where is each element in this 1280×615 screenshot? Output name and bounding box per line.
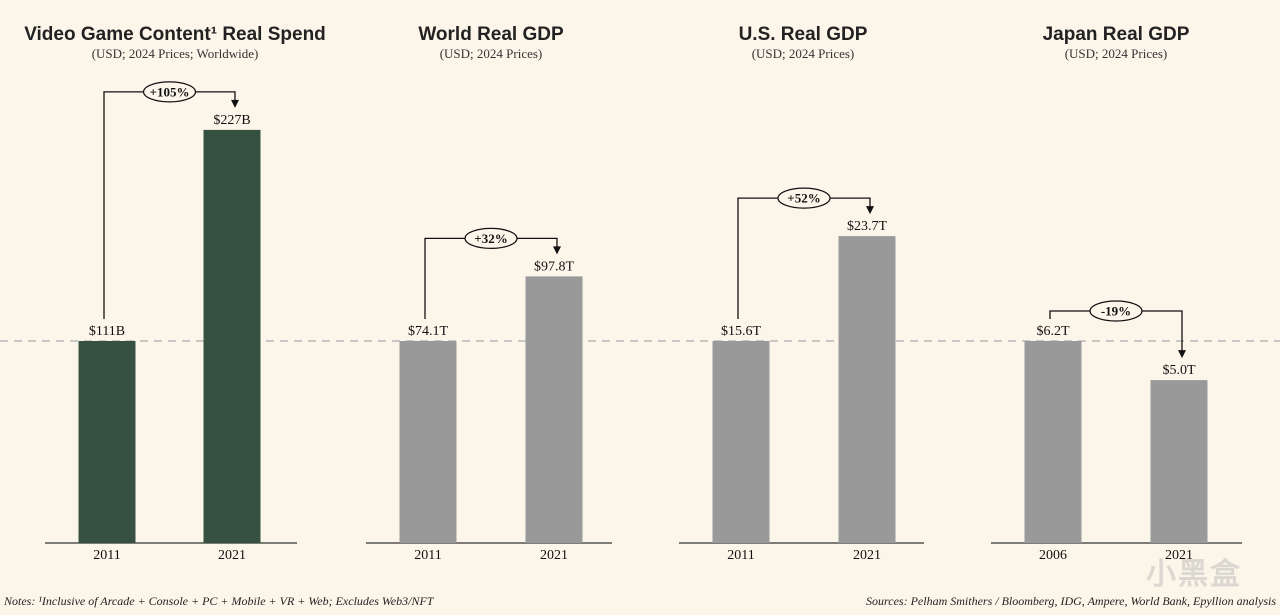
panel-1-change-label: +105% [150,84,190,99]
panel-4-subtitle: (USD; 2024 Prices) [1065,46,1168,61]
panel-3-change-arrowhead [866,206,874,215]
panel-2-change-label: +32% [474,231,507,246]
sources-note: Sources: Pelham Smithers / Bloomberg, ID… [866,594,1276,608]
panel-4-value-label-2021: $5.0T [1162,363,1196,378]
panel-2-subtitle: (USD; 2024 Prices) [440,46,543,61]
panel-1-value-label-2011: $111B [89,324,125,339]
footnote: Notes: ¹Inclusive of Arcade + Console + … [4,594,434,608]
panel-3-title: U.S. Real GDP [739,24,868,45]
panel-2-tick-2011: 2011 [414,548,441,563]
panel-3-tick-2011: 2011 [727,548,754,563]
panel-2-bar-2021 [525,276,583,543]
panel-3-change-badge [777,187,831,209]
panel-3-bar-2021 [838,236,896,543]
panel-1-tick-2021: 2021 [218,548,246,563]
panel-1-tick-2011: 2011 [93,548,120,563]
panel-3-tick-2021: 2021 [853,548,881,563]
panel-4-change-label: -19% [1101,304,1131,319]
panel-1-subtitle: (USD; 2024 Prices; Worldwide) [92,46,259,61]
watermark-logo: 小黑盒 [1146,557,1242,592]
panel-4-tick-2021: 2021 [1165,548,1193,563]
panel-1-bar-2011 [78,341,136,543]
panel-2-change-badge [464,227,518,249]
panel-2-value-label-2011: $74.1T [408,324,449,339]
panel-2-title: World Real GDP [418,24,564,45]
panel-1-change-arrowhead [231,99,239,108]
panel-1-title: Video Game Content¹ Real Spend [24,24,326,45]
panel-2-bar-2011 [399,341,457,543]
panel-4-change-arrowhead [1178,350,1186,359]
panel-3-value-label-2021: $23.7T [847,219,888,234]
panel-3-value-label-2011: $15.6T [721,324,762,339]
panel-2-change-arrowhead [553,246,561,255]
panel-4-bar-2021 [1150,380,1208,543]
panel-4-title: Japan Real GDP [1043,24,1190,45]
panel-1-bar-2021 [203,129,261,544]
panel-1-value-label-2021: $227B [213,113,250,128]
panel-1-change-badge [142,81,197,103]
panel-4-bar-2006 [1024,341,1082,543]
panel-2-value-label-2021: $97.8T [534,259,575,274]
panel-2-tick-2021: 2021 [540,548,568,563]
panel-4-change-badge [1089,300,1143,322]
panel-3-change-label: +52% [787,191,820,206]
panel-4-value-label-2006: $6.2T [1036,324,1070,339]
panel-3-subtitle: (USD; 2024 Prices) [752,46,855,61]
panel-4-tick-2006: 2006 [1039,548,1067,563]
panel-3-bar-2011 [712,341,770,543]
